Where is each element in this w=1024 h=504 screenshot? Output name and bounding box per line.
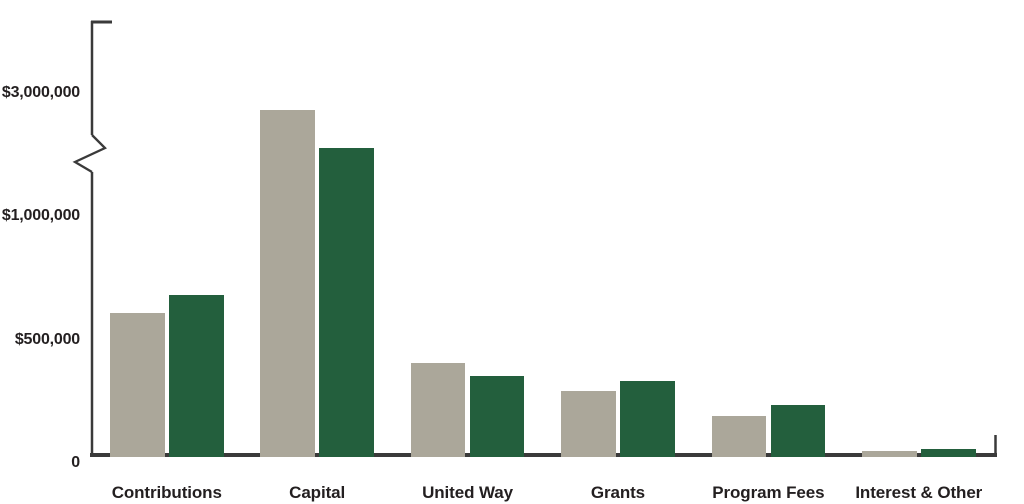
bar-green-interest-other [921, 449, 976, 457]
x-axis-label-capital: Capital [289, 483, 346, 502]
x-axis-label-program-fees: Program Fees [712, 483, 825, 502]
y-tick-label-500000: $500,000 [14, 331, 80, 348]
bar-gray-united-way [410, 363, 466, 457]
x-axis-label-united-way: United Way [422, 483, 514, 502]
bar-gray-program-fees [711, 415, 767, 457]
bar-green-grants [620, 380, 675, 457]
axis-break-mark [72, 134, 107, 173]
y-tick-label-1000000: $1,000,000 [1, 207, 80, 224]
y-tick-label-3000000: $3,000,000 [1, 84, 80, 101]
y-tick-label-0: 0 [71, 454, 80, 471]
bar-gray-interest-other [862, 451, 917, 457]
bar-green-program-fees [770, 404, 826, 457]
bar-green-contributions [169, 294, 224, 457]
bar-green-capital [319, 147, 374, 457]
x-axis-label-grants: Grants [590, 483, 646, 502]
bar-gray-grants [561, 390, 616, 457]
bar-gray-capital [260, 109, 315, 457]
bar-gray-contributions [110, 312, 165, 457]
x-axis-label-interest-other: Interest & Other [855, 483, 983, 502]
x-axis-label-contributions: Contributions [111, 483, 222, 502]
bar-green-united-way [469, 376, 525, 457]
